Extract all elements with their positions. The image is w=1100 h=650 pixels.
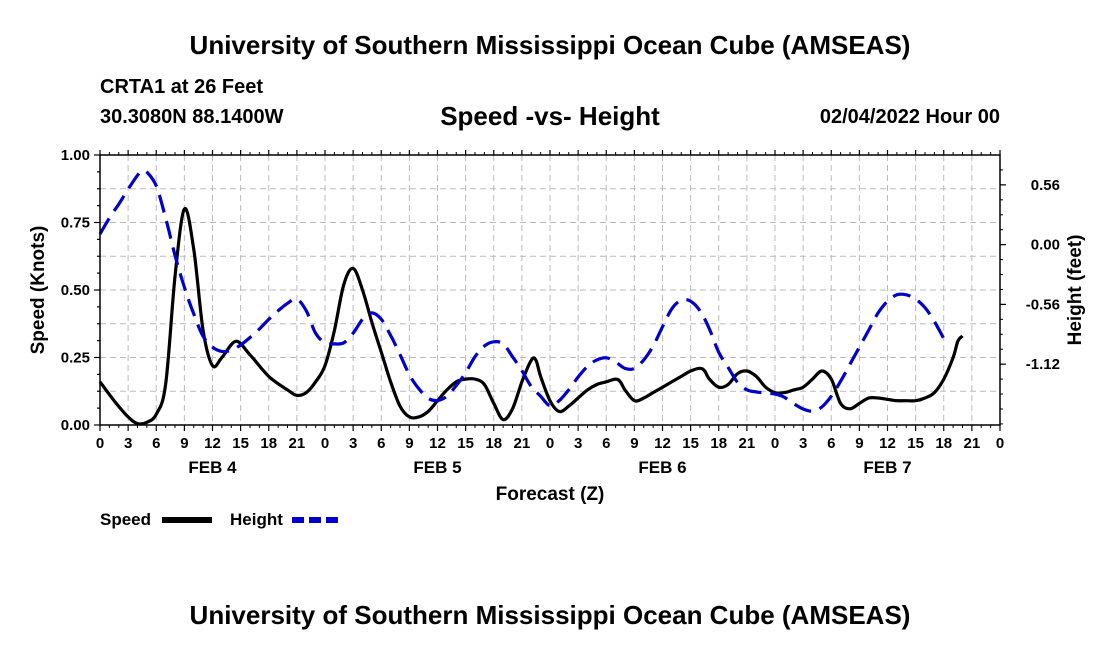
x-tick-label: 9 [855,435,863,452]
legend-speed-label: Speed [100,510,151,529]
right-tick-label: -1.12 [1026,356,1060,373]
left-tick-label: 1.00 [61,147,90,164]
x-axis-label: Forecast (Z) [496,484,605,505]
day-label: FEB 7 [863,458,911,477]
series-height-line [98,168,946,413]
x-tick-label: 18 [260,435,277,452]
grid-layer [100,155,1000,425]
station-label: CRTA1 at 26 Feet [100,76,264,98]
x-tick-label: 3 [574,435,582,452]
forecast-datetime: 02/04/2022 Hour 00 [819,106,1000,128]
series-speed-line [98,207,964,426]
x-tick-label: 21 [289,435,306,452]
right-tick-label: 0.00 [1031,237,1060,254]
x-tick-label: 3 [124,435,132,452]
x-tick-label: 15 [682,435,699,452]
left-tick-label: 0.00 [61,417,90,434]
x-tick-label: 6 [827,435,835,452]
left-tick-label: 0.75 [61,215,90,232]
right-tick-label: 0.56 [1031,177,1060,194]
day-label: FEB 4 [188,458,237,477]
day-label: FEB 6 [638,458,686,477]
x-tick-label: 0 [771,435,779,452]
legend-height-label: Height [230,510,283,529]
x-tick-label: 15 [232,435,249,452]
right-y-axis-label: Height (feet) [1065,235,1086,346]
legend: Speed Height [100,510,342,529]
x-tick-label: 21 [514,435,531,452]
footer-title: University of Southern Mississippi Ocean… [189,600,911,630]
x-tick-label: 0 [546,435,554,452]
left-y-axis-label: Speed (Knots) [28,226,49,355]
axis-layer: 0 3 6 9 12 15 18 21 0 3 6 9 12 15 18 21 0 3 6 9 12 15 18 21 0 3 6 9… [61,147,1060,477]
x-tick-label: 6 [152,435,160,452]
coordinates-label: 30.3080N 88.1400W [100,106,284,128]
series-layer [98,168,964,426]
x-tick-label: 9 [180,435,188,452]
left-tick-label: 0.25 [61,350,90,367]
x-tick-label: 18 [485,435,502,452]
chart-subtitle: Speed -vs- Height [440,101,660,131]
main-title: University of Southern Mississippi Ocean… [189,30,911,60]
x-tick-label: 18 [935,435,952,452]
x-tick-label: 12 [429,435,446,452]
x-tick-label: 12 [654,435,671,452]
x-tick-label: 6 [602,435,610,452]
x-tick-label: 3 [799,435,807,452]
x-tick-label: 9 [630,435,638,452]
x-tick-label: 3 [349,435,357,452]
day-label: FEB 5 [413,458,461,477]
x-tick-label: 0 [996,435,1004,452]
x-tick-label: 21 [964,435,981,452]
x-tick-label: 9 [405,435,413,452]
left-tick-label: 0.50 [61,282,90,299]
right-tick-label: -0.56 [1026,296,1060,313]
x-tick-label: 21 [739,435,756,452]
x-tick-label: 12 [879,435,896,452]
x-tick-label: 0 [96,435,104,452]
x-tick-label: 6 [377,435,385,452]
x-tick-label: 0 [321,435,329,452]
x-tick-label: 15 [457,435,474,452]
x-tick-label: 12 [204,435,221,452]
x-tick-label: 18 [710,435,727,452]
x-tick-label: 15 [907,435,924,452]
